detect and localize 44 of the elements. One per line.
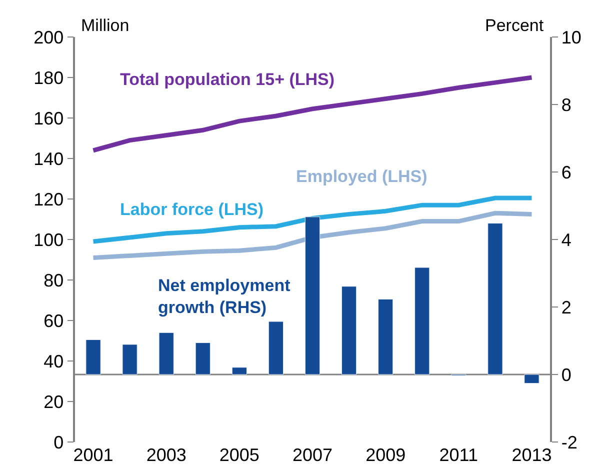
x-tick-label: 2009 xyxy=(366,445,406,465)
y2-tick-label: 4 xyxy=(561,230,572,250)
series-label: Net employment growth (RHS) xyxy=(158,276,291,318)
line-series xyxy=(91,196,534,244)
x-tick-label: 2003 xyxy=(146,445,186,465)
text: Employed (LHS) xyxy=(296,167,428,186)
bar xyxy=(195,342,210,375)
bar xyxy=(232,367,247,375)
y2-tick-label: 6 xyxy=(561,162,572,182)
y-tick-label: 40 xyxy=(44,351,64,372)
x-tick-label: 2005 xyxy=(219,445,260,465)
bar xyxy=(86,339,101,375)
bar xyxy=(122,344,138,375)
y-tick-label: 20 xyxy=(44,392,64,412)
x-tick-label: 2011 xyxy=(439,445,478,465)
bar xyxy=(341,286,357,375)
bar xyxy=(304,216,320,375)
y-tick-label: 120 xyxy=(34,189,64,210)
y-tick-label: 200 xyxy=(34,27,64,48)
y-tick-label: 100 xyxy=(34,230,64,250)
y2-tick-label: 10 xyxy=(561,27,582,48)
y-tick-label: 0 xyxy=(54,432,64,452)
y2-tick-label: 8 xyxy=(561,94,572,115)
y2-tick-label: -2 xyxy=(561,432,578,452)
x-tick-label: 2007 xyxy=(292,445,333,465)
y2-axis-title: Percent xyxy=(485,16,544,35)
y-tick-label: 140 xyxy=(34,148,64,169)
y2-tick-label: 0 xyxy=(561,364,572,385)
y-tick-label: 80 xyxy=(44,270,64,290)
bar xyxy=(488,223,503,375)
bar xyxy=(414,267,430,375)
bar xyxy=(158,332,174,375)
y-tick-label: 180 xyxy=(34,68,64,88)
x-tick-label: 2001 xyxy=(73,445,114,465)
bar xyxy=(524,374,540,384)
y2-tick-label: 2 xyxy=(561,297,572,318)
y-axis-title: Million xyxy=(81,16,130,35)
x-tick-label: 2013 xyxy=(512,445,552,465)
bar xyxy=(268,321,284,375)
y-tick-label: 60 xyxy=(44,310,64,331)
bar xyxy=(378,298,394,375)
series-label: Total population 15+ (LHS) xyxy=(120,70,335,89)
series-label: Labor force (LHS) xyxy=(120,200,264,219)
y-tick-label: 160 xyxy=(34,108,64,128)
